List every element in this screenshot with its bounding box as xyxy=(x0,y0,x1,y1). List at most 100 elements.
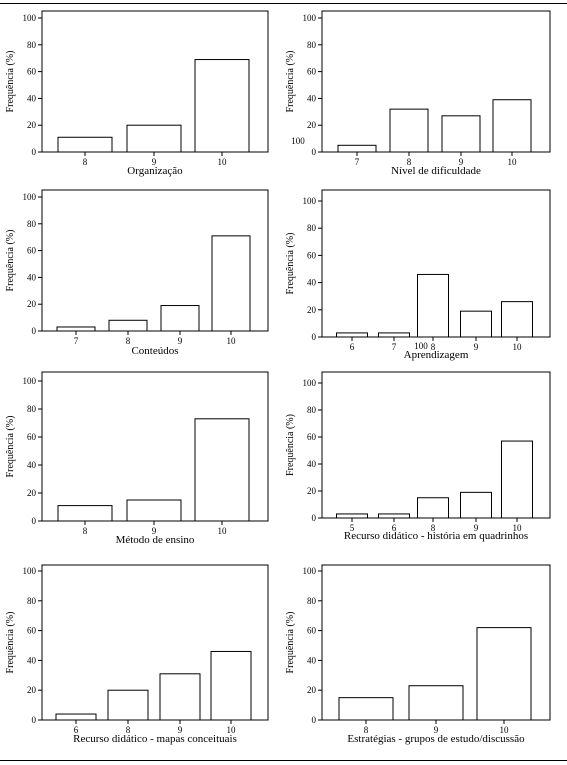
y-tick-label: 0 xyxy=(32,147,37,157)
bar xyxy=(336,513,368,519)
y-tick-label: 20 xyxy=(307,305,317,315)
bar xyxy=(378,332,410,338)
y-tick-label: 0 xyxy=(32,715,37,725)
y-tick-label: 60 xyxy=(307,250,317,260)
y-tick-label: 80 xyxy=(307,223,317,233)
x-tick-label: 8 xyxy=(83,526,88,536)
bar xyxy=(336,332,368,338)
y-tick-label: 80 xyxy=(27,40,37,50)
bar xyxy=(57,505,113,522)
y-tick-label: 40 xyxy=(27,655,37,665)
x-tick-label: 8 xyxy=(83,157,88,167)
bar xyxy=(338,697,394,721)
y-tick-label: 80 xyxy=(27,596,37,606)
y-axis-label: Frequência (%) xyxy=(5,230,16,292)
bar xyxy=(417,273,449,338)
bar xyxy=(460,491,492,519)
bar xyxy=(107,689,149,721)
x-axis-label: Conteúdos xyxy=(131,345,178,357)
bar xyxy=(194,418,250,522)
y-tick-label: 0 xyxy=(312,147,317,157)
y-tick-label: 60 xyxy=(27,432,37,442)
y-tick-label: 20 xyxy=(27,299,37,309)
y-tick-label: 60 xyxy=(27,67,37,77)
y-tick-label: 80 xyxy=(307,596,317,606)
x-tick-label: 6 xyxy=(74,725,79,735)
x-tick-label: 7 xyxy=(355,157,360,167)
stray-tick-label: 100 xyxy=(414,341,428,351)
x-tick-label: 10 xyxy=(218,526,228,536)
chart-panel: 0 20 40 60 80 100 Frequência (%) 7 8 9 10 Nível de … xyxy=(285,10,551,177)
bar xyxy=(194,59,250,153)
y-tick-label: 20 xyxy=(27,685,37,695)
bar xyxy=(210,650,252,721)
y-axis-label: Frequência (%) xyxy=(285,612,296,674)
x-tick-label: 10 xyxy=(227,336,237,346)
chart-panel: 0 20 40 60 80 100 Frequência (%) 6 7 8 9 10 Aprendiz… xyxy=(285,189,551,361)
x-tick-label: 7 xyxy=(392,342,397,352)
y-tick-label: 40 xyxy=(307,278,317,288)
x-tick-label: 9 xyxy=(434,725,439,735)
bar xyxy=(492,99,532,153)
x-tick-label: 10 xyxy=(513,342,523,352)
y-tick-label: 0 xyxy=(312,715,317,725)
top-rule xyxy=(0,3,567,4)
chart-panel: 0 20 40 60 80 100 Frequência (%) 5 6 8 9 10Recurso … xyxy=(285,371,551,542)
y-tick-label: 40 xyxy=(27,93,37,103)
y-tick-label: 100 xyxy=(23,566,37,576)
bar xyxy=(337,144,377,153)
y-tick-label: 100 xyxy=(303,196,317,206)
bar xyxy=(160,305,200,332)
y-tick-label: 80 xyxy=(307,405,317,415)
y-tick-label: 20 xyxy=(27,488,37,498)
bar xyxy=(108,319,148,332)
y-tick-label: 20 xyxy=(307,486,317,496)
y-tick-label: 20 xyxy=(27,120,37,130)
bar xyxy=(56,326,96,332)
y-axis-label: Frequência (%) xyxy=(5,416,16,478)
x-tick-label: 9 xyxy=(178,336,183,346)
x-tick-label: 8 xyxy=(431,523,436,533)
y-tick-label: 60 xyxy=(307,67,317,77)
bar xyxy=(55,713,97,721)
x-tick-label: 7 xyxy=(74,336,79,346)
y-tick-label: 100 xyxy=(23,376,37,386)
bar xyxy=(126,499,182,522)
y-tick-label: 0 xyxy=(32,326,37,336)
y-tick-label: 100 xyxy=(23,13,37,23)
x-tick-label: 8 xyxy=(126,336,131,346)
stray-tick-label: 100 xyxy=(291,136,305,146)
x-tick-label: 10 xyxy=(508,157,518,167)
plot-frame xyxy=(321,10,551,153)
bar xyxy=(417,497,449,519)
x-tick-label: 8 xyxy=(126,725,131,735)
y-tick-label: 0 xyxy=(312,513,317,523)
y-tick-label: 60 xyxy=(307,432,317,442)
x-tick-label: 6 xyxy=(392,523,397,533)
x-tick-label: 8 xyxy=(364,725,369,735)
bar xyxy=(441,115,481,153)
y-tick-label: 0 xyxy=(32,516,37,526)
y-tick-label: 100 xyxy=(303,378,317,388)
x-axis-label: Nível de dificuldade xyxy=(391,165,481,177)
y-tick-label: 100 xyxy=(303,13,317,23)
x-tick-label: 10 xyxy=(218,157,228,167)
x-axis-label: Organização xyxy=(127,165,183,177)
bottom-rule xyxy=(0,760,567,761)
x-axis-label: Método de ensino xyxy=(116,534,195,546)
chart-panel: 0 20 40 60 80 100 Frequência (%) 8 9 10 Organizaçã… xyxy=(5,10,269,177)
x-axis-label: Recurso didático - mapas conceituais xyxy=(73,733,237,745)
chart-panel: 0 20 40 60 80 100 Frequência (%) 7 8 9 10 Conteúdos xyxy=(5,189,269,357)
bar xyxy=(501,301,533,338)
y-tick-label: 40 xyxy=(307,459,317,469)
bar xyxy=(476,627,532,721)
y-tick-label: 40 xyxy=(307,93,317,103)
plot-frame xyxy=(41,564,269,721)
y-tick-label: 20 xyxy=(307,685,317,695)
x-tick-label: 9 xyxy=(474,342,479,352)
y-tick-label: 20 xyxy=(307,120,317,130)
x-tick-label: 9 xyxy=(459,157,464,167)
y-tick-label: 40 xyxy=(27,272,37,282)
